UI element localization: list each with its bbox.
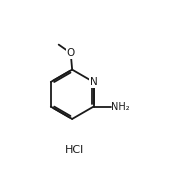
Text: N: N — [90, 77, 97, 87]
Text: NH₂: NH₂ — [111, 102, 130, 112]
Text: O: O — [67, 48, 75, 58]
Text: HCl: HCl — [65, 145, 84, 155]
